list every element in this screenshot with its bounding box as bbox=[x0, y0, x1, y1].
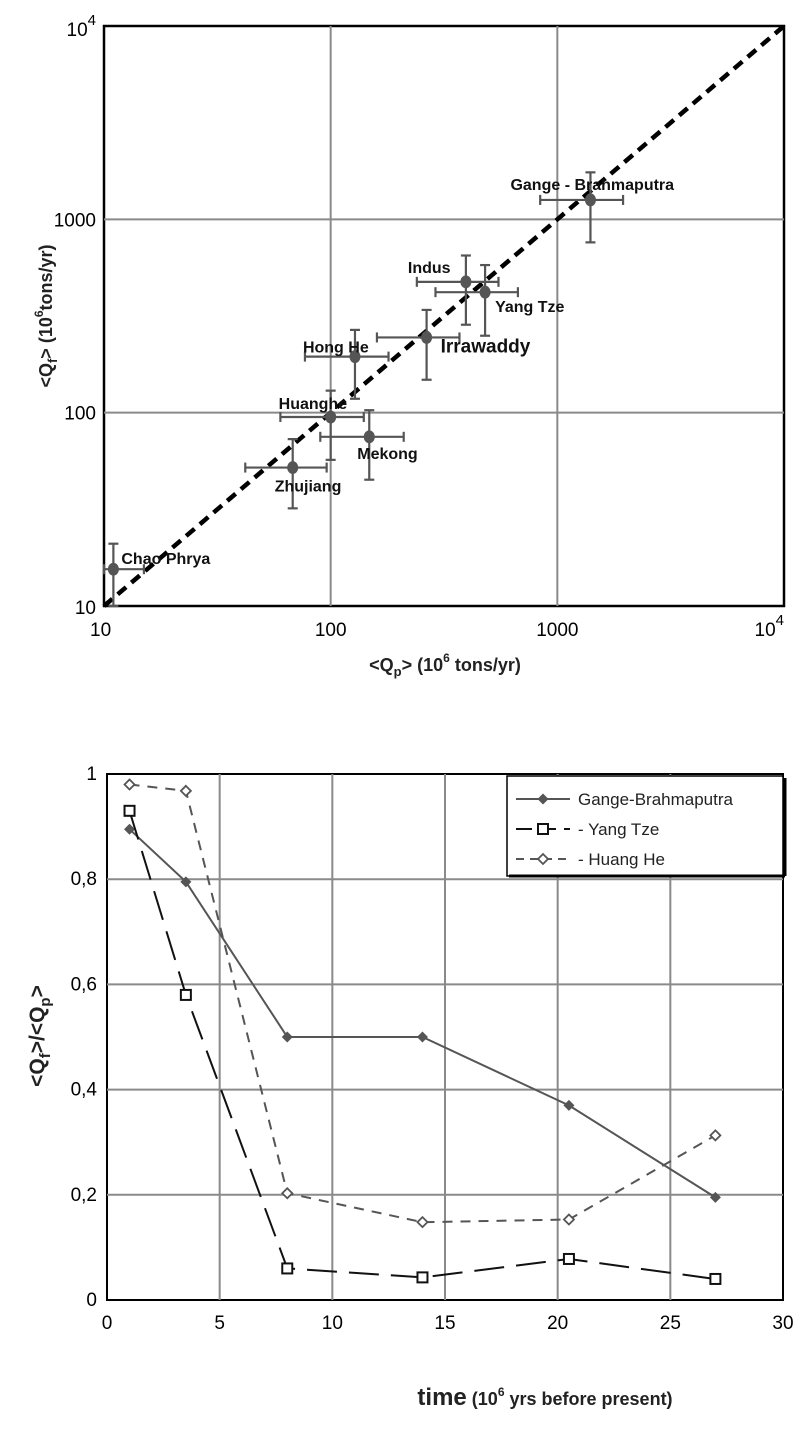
data-marker bbox=[479, 285, 491, 299]
identity-reference-line bbox=[102, 24, 786, 608]
x-tick-label: 104 bbox=[755, 612, 784, 641]
series-marker bbox=[562, 1252, 575, 1265]
time-series-lines bbox=[123, 778, 722, 1285]
point-label: Huanghe bbox=[279, 396, 348, 413]
legend-label: Gange-Brahmaputra bbox=[578, 790, 734, 809]
series-marker bbox=[537, 823, 549, 835]
data-point-indus: Indus bbox=[408, 254, 500, 326]
time-series-y-axis-label: <Qf>/<Qp> bbox=[26, 985, 54, 1087]
series-marker bbox=[281, 1262, 294, 1275]
series-marker bbox=[179, 784, 193, 798]
series-line bbox=[128, 810, 716, 1280]
y-tick-label: 1 bbox=[86, 764, 97, 785]
legend: Gange-Brahmaputra - Yang Tze - Huang He bbox=[506, 775, 787, 878]
time-series-tick-labels: 0 5 10 15 20 25 30 0 0,2 0,4 0,6 0,8 1 bbox=[71, 764, 794, 1334]
data-point-zhujiang: Zhujiang bbox=[244, 437, 342, 510]
series-marker bbox=[537, 793, 549, 805]
series-marker bbox=[123, 804, 136, 817]
data-point-gange-brahmaputra: Gange - Brahmaputra bbox=[510, 171, 674, 244]
series-gange-brahmaputra bbox=[124, 823, 721, 1203]
series-huang-he bbox=[123, 778, 722, 1229]
y-tick-label: 0 bbox=[86, 1290, 97, 1311]
x-tick-label: 5 bbox=[214, 1313, 225, 1334]
point-label: Zhujiang bbox=[275, 479, 342, 496]
x-tick-label: 1000 bbox=[536, 620, 578, 641]
scatter-tick-labels: 10 100 1000 104 10 100 1000 104 bbox=[54, 12, 784, 641]
series-marker bbox=[536, 852, 550, 866]
data-point-chao-phrya: Chao Phrya bbox=[102, 542, 210, 608]
series-yang-tze bbox=[123, 804, 722, 1285]
data-marker bbox=[584, 193, 596, 207]
x-tick-label: 10 bbox=[322, 1313, 343, 1334]
series-line bbox=[128, 828, 716, 1199]
data-marker bbox=[421, 330, 433, 344]
reference-line-segment bbox=[102, 24, 786, 608]
series-marker bbox=[416, 1215, 429, 1229]
series-marker bbox=[562, 1213, 576, 1226]
data-marker bbox=[363, 430, 375, 444]
point-label: Indus bbox=[408, 260, 451, 277]
x-tick-label: 20 bbox=[547, 1313, 568, 1334]
legend-entry: Gange-Brahmaputra bbox=[516, 790, 734, 809]
x-tick-label: 0 bbox=[102, 1313, 113, 1334]
scatter-x-axis-label: <Qp> (106 tons/yr) bbox=[369, 651, 521, 679]
series-line bbox=[129, 783, 716, 1224]
x-tick-label: 15 bbox=[434, 1313, 455, 1334]
legend-label: - Yang Tze bbox=[578, 820, 659, 839]
x-tick-label: 100 bbox=[315, 620, 347, 641]
x-tick-label: 25 bbox=[660, 1313, 681, 1334]
data-point-huanghe: Huanghe bbox=[279, 389, 365, 461]
legend-entry: - Yang Tze bbox=[516, 820, 659, 839]
data-point-mekong: Mekong bbox=[319, 409, 418, 481]
data-marker bbox=[349, 350, 361, 364]
y-tick-label: 0,6 bbox=[71, 974, 97, 995]
point-label: Mekong bbox=[357, 446, 417, 463]
series-marker bbox=[709, 1191, 721, 1203]
data-marker bbox=[107, 562, 119, 576]
legend-box bbox=[506, 775, 784, 877]
series-marker bbox=[416, 1271, 429, 1284]
series-marker bbox=[124, 823, 136, 835]
data-marker bbox=[325, 410, 337, 424]
point-label: Hong He bbox=[303, 340, 369, 357]
point-label: Chao Phrya bbox=[121, 551, 210, 568]
y-tick-label: 1000 bbox=[54, 210, 96, 231]
scatter-panel: Chao Phrya Zhujiang Huanghe Mekong Hong He Ir… bbox=[32, 12, 786, 679]
scatter-y-axis-label: <Qf> (106tons/yr) bbox=[32, 244, 60, 387]
legend-label: - Huang He bbox=[578, 850, 665, 869]
point-label: Yang Tze bbox=[495, 299, 564, 316]
series-marker bbox=[180, 876, 192, 888]
time-series-grid bbox=[107, 774, 783, 1300]
x-tick-label: 30 bbox=[772, 1313, 793, 1334]
data-marker bbox=[287, 461, 299, 475]
series-marker bbox=[179, 988, 192, 1001]
y-tick-label: 104 bbox=[67, 12, 96, 41]
series-marker bbox=[123, 778, 136, 791]
series-marker bbox=[281, 1031, 293, 1043]
data-point-irrawaddy: Irrawaddy bbox=[375, 308, 531, 381]
data-point-yang-tze: Yang Tze bbox=[434, 263, 565, 337]
x-tick-label: 10 bbox=[90, 620, 111, 641]
y-tick-label: 10 bbox=[75, 598, 96, 619]
series-marker bbox=[563, 1099, 575, 1111]
data-marker bbox=[460, 275, 472, 289]
series-marker bbox=[709, 1129, 722, 1142]
scatter-grid bbox=[104, 26, 784, 606]
series-marker bbox=[416, 1031, 428, 1043]
series-marker bbox=[280, 1186, 294, 1200]
data-point-hong-he: Hong He bbox=[303, 328, 390, 400]
y-tick-label: 0,4 bbox=[71, 1080, 98, 1101]
point-label: Gange - Brahmaputra bbox=[510, 177, 674, 194]
legend-entry: - Huang He bbox=[516, 850, 665, 869]
time-series-panel: 0 5 10 15 20 25 30 0 0,2 0,4 0,6 0,8 1 Gange-Brahmap… bbox=[26, 764, 794, 1411]
y-tick-label: 0,8 bbox=[71, 869, 97, 890]
point-label: Irrawaddy bbox=[441, 336, 531, 357]
scatter-points: Chao Phrya Zhujiang Huanghe Mekong Hong He Ir… bbox=[102, 171, 674, 608]
y-tick-label: 100 bbox=[64, 404, 96, 425]
y-tick-label: 0,2 bbox=[71, 1185, 97, 1206]
time-series-x-axis-label: time (106 yrs before present) bbox=[417, 1384, 672, 1411]
series-marker bbox=[709, 1272, 722, 1285]
